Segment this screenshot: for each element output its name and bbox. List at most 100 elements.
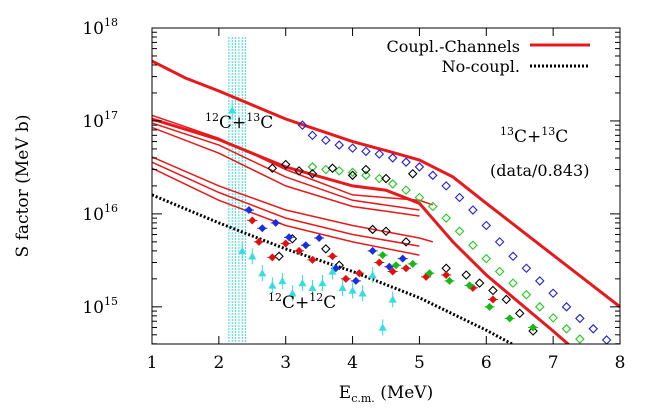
data-point [408,259,417,268]
data-point [401,157,411,167]
data-point [485,302,494,311]
data-point [361,170,371,181]
data-point [334,260,344,271]
data-point [488,295,497,304]
y-axis-label: S factor (MeV b) [13,115,33,258]
data-point [615,343,618,344]
data-point [368,270,377,279]
data-point [468,205,478,215]
data-point [351,276,360,285]
plot-frame [151,27,621,345]
data-point [244,206,253,215]
data-point [374,173,385,184]
data-point [488,285,498,296]
data-point [388,267,397,276]
x-tick-label: 1 [147,353,158,373]
data-point [441,213,451,223]
data-point [575,334,585,344]
data-point [258,269,267,277]
data-point [494,266,505,277]
data-point [281,239,290,248]
data-point [381,226,391,237]
x-axis-label: Ec.m. (MeV) [339,383,433,405]
data-point [321,164,331,175]
axis-ticks: 1 2 3 4 5 6 7 8 1015 1016 1017 1018 [82,16,625,373]
data-point [534,302,545,312]
legend: Coupl.-Channels No-coupl. [386,37,590,76]
data-point [401,237,411,247]
data-point [388,295,397,303]
data-point [347,167,358,178]
data-point [248,252,257,260]
x-tick-label: 8 [615,353,626,373]
legend-label-coupled: Coupl.-Channels [386,37,520,56]
data-point [334,166,344,176]
data-point [407,169,418,179]
data-point [308,255,317,264]
series-line-0 [152,59,620,308]
y-tick-label: 1018 [82,16,118,39]
data-point [375,258,384,267]
data-point [374,149,385,159]
data-point [521,289,532,300]
series-line-6 [152,161,420,247]
data-point [228,106,237,114]
data-point [454,192,465,203]
data-point [398,254,407,263]
data-point [468,240,478,251]
data-point [548,288,558,299]
data-point [288,289,297,297]
data-point [442,270,451,279]
data-point [521,263,532,274]
data-point [334,140,344,150]
data-point [280,159,291,170]
series-line-7 [152,167,420,256]
data-point [402,264,411,273]
data-point [248,216,257,225]
data-point [358,289,367,297]
data-point [307,130,318,141]
data-point [428,201,438,212]
data-point [318,279,327,287]
y-tick-label: 1015 [82,295,118,318]
data-point [361,146,371,157]
data-point [392,261,401,270]
data-point [238,246,247,255]
data-point [465,281,474,290]
plot-area [152,37,620,364]
data-point [481,220,492,231]
data-point [378,251,387,260]
annotation-c12-c12: 12C+12C [268,291,336,313]
data-point [601,335,612,344]
data-point [307,169,318,179]
data-point [347,143,358,153]
data-point [378,323,387,331]
data-point [321,135,331,146]
data-point [428,170,438,181]
data-point [315,234,324,243]
annotation-c13-c13: 13C+13C [500,125,568,147]
data-point [268,281,277,289]
legend-label-nocoupl: No-coupl. [442,57,520,76]
data-point [561,324,572,334]
data-point [454,226,465,237]
x-tick-label: 3 [280,353,291,373]
series-line-5 [152,156,434,243]
x-tick-label: 4 [347,353,358,373]
data-point [267,163,278,173]
data-point [338,283,347,292]
data-point [474,278,485,288]
data-point [505,314,514,323]
annotation-c12-c13: 12C+13C [205,111,273,133]
data-point [529,323,538,332]
data-point [561,302,572,312]
data-point [274,251,284,262]
data-point [603,356,611,364]
series-line-2 [152,114,434,206]
data-point [268,253,277,262]
data-point [589,345,597,353]
data-point [294,166,304,176]
data-point [445,276,454,285]
data-point [355,269,364,278]
